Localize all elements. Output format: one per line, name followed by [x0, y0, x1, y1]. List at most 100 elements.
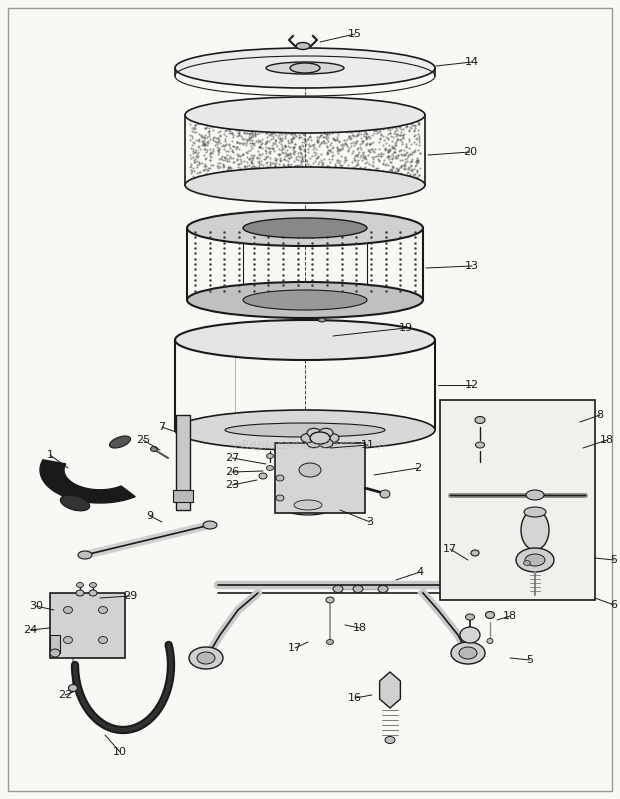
- Ellipse shape: [385, 737, 395, 744]
- Ellipse shape: [353, 586, 363, 593]
- Ellipse shape: [175, 410, 435, 450]
- Ellipse shape: [521, 510, 549, 550]
- Ellipse shape: [187, 282, 423, 318]
- Ellipse shape: [301, 434, 315, 443]
- Ellipse shape: [267, 466, 273, 471]
- Text: 7: 7: [159, 422, 166, 432]
- Ellipse shape: [175, 320, 435, 360]
- Text: 5: 5: [526, 655, 533, 665]
- Ellipse shape: [89, 582, 97, 587]
- Ellipse shape: [307, 428, 321, 437]
- Bar: [440, 400, 595, 600]
- Ellipse shape: [99, 606, 107, 614]
- Ellipse shape: [189, 647, 223, 669]
- Ellipse shape: [68, 685, 78, 691]
- Ellipse shape: [307, 439, 321, 447]
- Bar: [50, 635, 60, 653]
- Ellipse shape: [485, 611, 495, 618]
- Text: 6: 6: [611, 600, 618, 610]
- Polygon shape: [379, 672, 401, 708]
- Text: 18: 18: [503, 611, 517, 621]
- Ellipse shape: [185, 167, 425, 203]
- Ellipse shape: [299, 463, 321, 477]
- Text: 29: 29: [123, 591, 137, 601]
- Ellipse shape: [319, 439, 333, 447]
- Text: eReplacementParts.com: eReplacementParts.com: [234, 439, 386, 451]
- Text: 17: 17: [288, 643, 302, 653]
- Ellipse shape: [466, 614, 474, 620]
- Ellipse shape: [175, 48, 435, 88]
- Text: 24: 24: [23, 625, 37, 635]
- Ellipse shape: [203, 521, 217, 529]
- Ellipse shape: [63, 637, 73, 643]
- Ellipse shape: [325, 434, 339, 443]
- Bar: [50, 593, 125, 658]
- Text: 10: 10: [113, 747, 127, 757]
- Ellipse shape: [76, 582, 84, 587]
- Ellipse shape: [267, 454, 273, 459]
- Text: 23: 23: [225, 480, 239, 490]
- Ellipse shape: [197, 652, 215, 664]
- Ellipse shape: [266, 62, 344, 74]
- Ellipse shape: [280, 495, 335, 515]
- Ellipse shape: [276, 475, 284, 481]
- Ellipse shape: [524, 507, 546, 517]
- Ellipse shape: [525, 554, 545, 566]
- Text: 26: 26: [225, 467, 239, 477]
- Polygon shape: [40, 459, 135, 503]
- Ellipse shape: [76, 590, 84, 596]
- Bar: [176, 415, 190, 510]
- Ellipse shape: [380, 490, 390, 498]
- Text: 8: 8: [596, 410, 603, 420]
- Ellipse shape: [60, 495, 90, 511]
- Bar: [173, 490, 193, 502]
- Ellipse shape: [487, 638, 493, 643]
- Ellipse shape: [50, 649, 60, 657]
- Text: 4: 4: [417, 567, 423, 577]
- Ellipse shape: [310, 432, 330, 444]
- Text: 12: 12: [465, 380, 479, 390]
- Ellipse shape: [523, 561, 531, 566]
- Ellipse shape: [459, 647, 477, 659]
- Ellipse shape: [63, 606, 73, 614]
- Ellipse shape: [225, 423, 385, 437]
- Text: 13: 13: [465, 261, 479, 271]
- Text: 22: 22: [58, 690, 72, 700]
- Ellipse shape: [327, 639, 334, 645]
- Ellipse shape: [89, 590, 97, 596]
- Text: 9: 9: [146, 511, 154, 521]
- Ellipse shape: [294, 500, 322, 510]
- Text: 3: 3: [366, 517, 373, 527]
- Ellipse shape: [99, 637, 107, 643]
- Ellipse shape: [290, 63, 320, 73]
- Ellipse shape: [296, 42, 310, 50]
- Ellipse shape: [243, 290, 367, 310]
- Text: 20: 20: [463, 147, 477, 157]
- Ellipse shape: [187, 210, 423, 246]
- Text: 15: 15: [348, 29, 362, 39]
- Text: 18: 18: [353, 623, 367, 633]
- Ellipse shape: [476, 442, 484, 448]
- Text: 19: 19: [399, 323, 413, 333]
- Ellipse shape: [185, 97, 425, 133]
- Text: 5: 5: [611, 555, 618, 565]
- Text: 11: 11: [361, 440, 375, 450]
- Text: 27: 27: [225, 453, 239, 463]
- Ellipse shape: [243, 218, 367, 238]
- Ellipse shape: [516, 548, 554, 572]
- Ellipse shape: [471, 550, 479, 556]
- Ellipse shape: [475, 416, 485, 423]
- Ellipse shape: [378, 586, 388, 593]
- Ellipse shape: [460, 627, 480, 643]
- Bar: [275, 443, 365, 513]
- Ellipse shape: [110, 436, 130, 448]
- Text: 25: 25: [136, 435, 150, 445]
- Ellipse shape: [319, 428, 333, 437]
- Ellipse shape: [259, 473, 267, 479]
- Ellipse shape: [276, 495, 284, 501]
- Text: 30: 30: [29, 601, 43, 611]
- Ellipse shape: [451, 642, 485, 664]
- Ellipse shape: [319, 318, 326, 322]
- Text: 2: 2: [414, 463, 422, 473]
- Ellipse shape: [151, 447, 157, 451]
